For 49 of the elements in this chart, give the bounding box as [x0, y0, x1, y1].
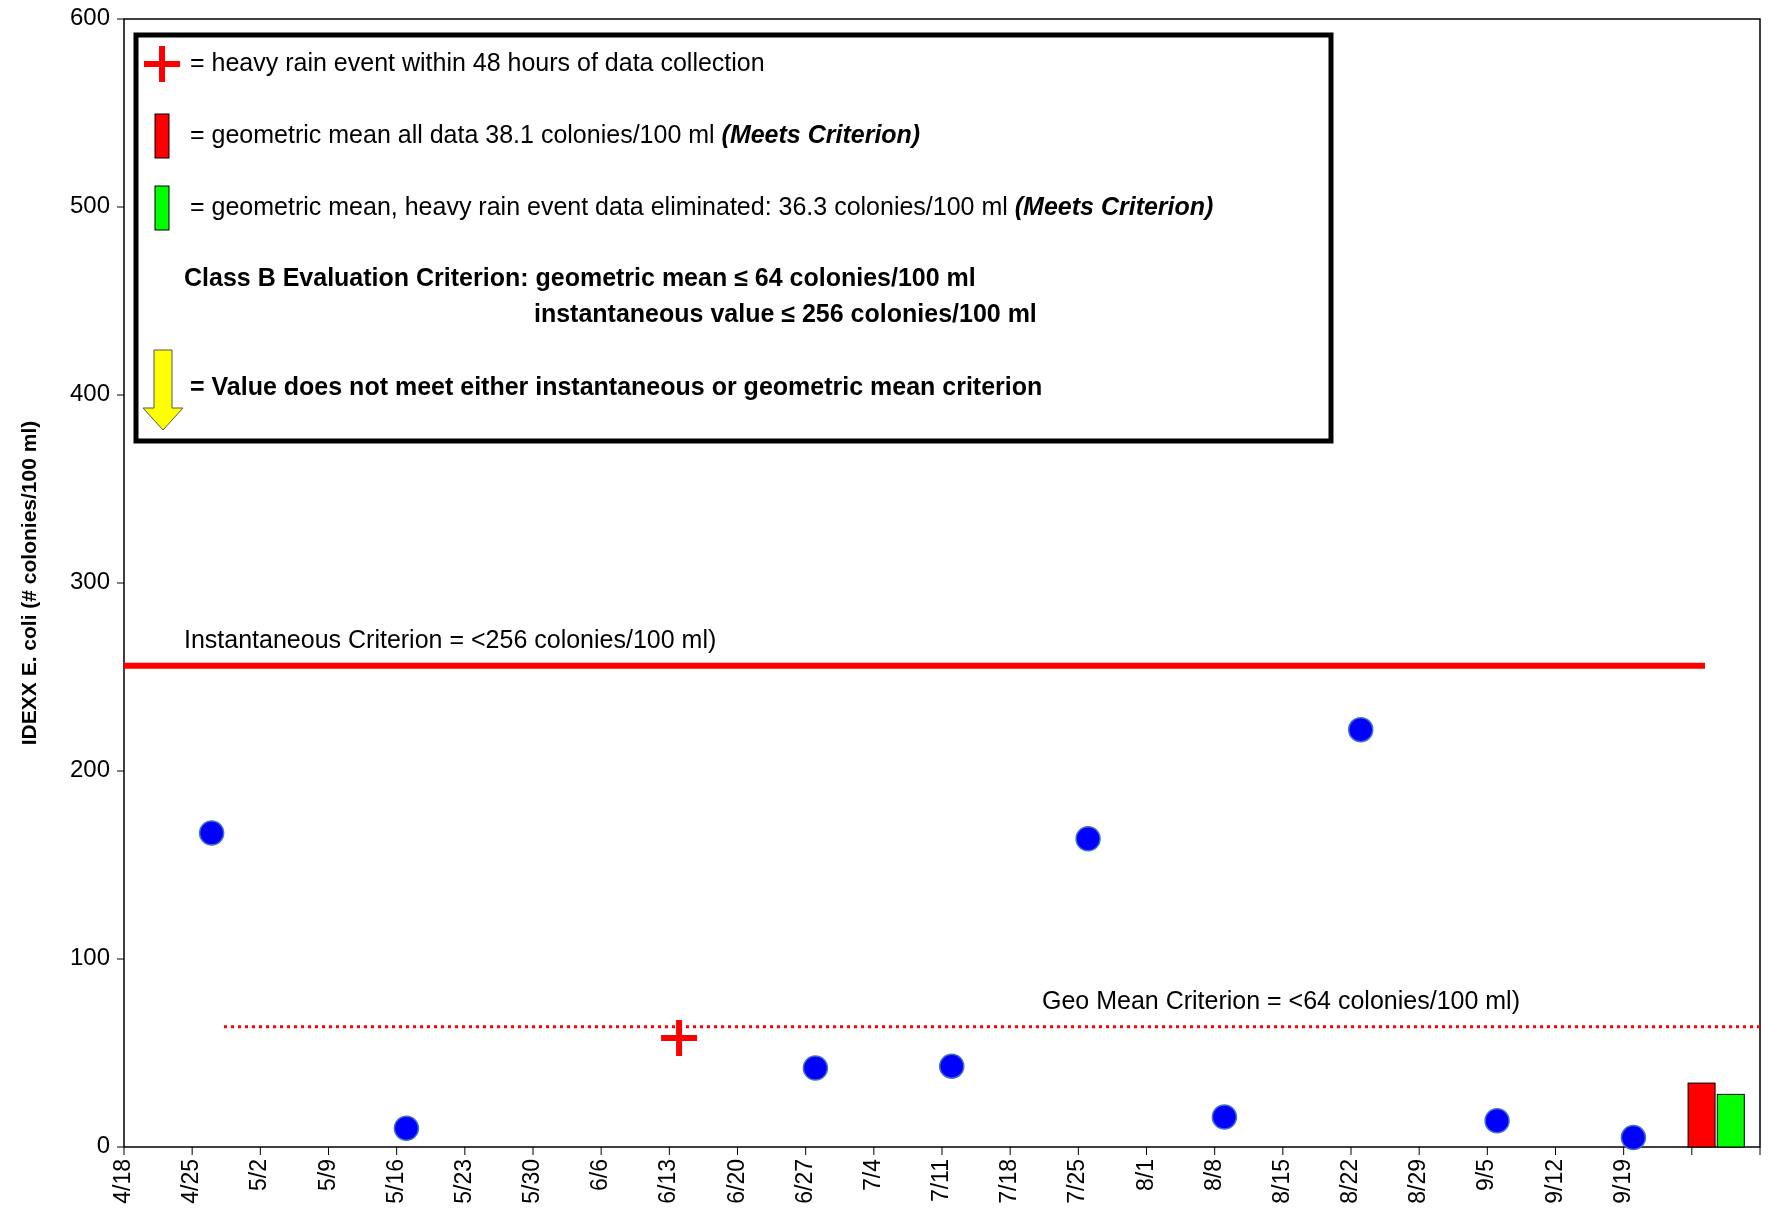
x-tick-label: 8/1 [1131, 1159, 1158, 1191]
x-tick-label: 7/25 [1063, 1159, 1090, 1204]
ref-line-label: Instantaneous Criterion = <256 colonies/100 ml) [184, 624, 717, 653]
x-tick-label: 5/23 [449, 1159, 476, 1204]
y-axis-title: IDEXX E. coli (# colonies/100 ml) [16, 420, 40, 746]
x-tick-label: 7/18 [995, 1159, 1022, 1204]
x-tick-label: 6/6 [586, 1159, 613, 1191]
x-tick-label: 8/22 [1336, 1159, 1363, 1204]
x-tick-label: 8/15 [1267, 1159, 1294, 1204]
y-tick-label: 200 [69, 755, 110, 783]
point [198, 820, 225, 846]
x-tick-label: 6/13 [654, 1159, 681, 1204]
point [938, 1053, 965, 1079]
x-tick-label: 8/8 [1199, 1159, 1226, 1191]
annotation: instantaneous value ≤ 256 colonies/100 ml [534, 298, 1037, 327]
x-tick-label: 8/29 [1404, 1159, 1431, 1204]
x-tick-label: 4/18 [109, 1159, 136, 1204]
point [393, 1115, 420, 1141]
y-tick-label: 300 [69, 567, 110, 595]
ref-line-label: Geo Mean Criterion = <64 colonies/100 ml) [1041, 985, 1520, 1014]
x-tick-label: 7/4 [858, 1158, 885, 1191]
annotation: = Value does not meet either instantaneous or geometric mean criterion [190, 371, 1043, 400]
legend-label: = heavy rain event within 48 hours of data collection [190, 47, 765, 76]
x-tick-label: 5/2 [245, 1159, 272, 1191]
y-tick-label: 500 [69, 191, 110, 219]
point [661, 1019, 698, 1056]
point [802, 1055, 829, 1081]
y-tick-label: 400 [69, 379, 110, 407]
annotation: Class B Evaluation Criterion: geometric mean ≤ 64 colonies/100 ml [184, 262, 976, 291]
legend-label: = geometric mean all data 38.1 colonies/100 ml (Meets Criterion) [190, 119, 921, 148]
x-tick-label: 5/9 [313, 1159, 340, 1191]
x-tick-label: 9/5 [1472, 1159, 1499, 1191]
point [1211, 1104, 1238, 1130]
legend-label: = geometric mean, heavy rain event data eliminated: 36.3 colonies/100 ml (Meets Criterion) [190, 191, 1214, 220]
point [1075, 825, 1101, 852]
x-tick-label: 9/12 [1540, 1159, 1567, 1204]
x-tick-label: 9/19 [1608, 1159, 1635, 1204]
x-tick-label: 6/20 [722, 1159, 749, 1204]
y-tick-label: 0 [96, 1131, 110, 1159]
x-tick-label: 7/11 [927, 1159, 954, 1203]
x-tick-label: 6/27 [790, 1159, 817, 1204]
y-tick-label: 100 [69, 943, 110, 971]
point [1347, 716, 1374, 743]
x-tick-label: 5/30 [518, 1159, 545, 1204]
y-tick-label: 600 [69, 3, 110, 31]
x-tick-label: 5/16 [381, 1159, 408, 1204]
x-tick-label: 4/25 [177, 1159, 204, 1204]
point [1484, 1107, 1510, 1134]
point [1620, 1124, 1647, 1151]
